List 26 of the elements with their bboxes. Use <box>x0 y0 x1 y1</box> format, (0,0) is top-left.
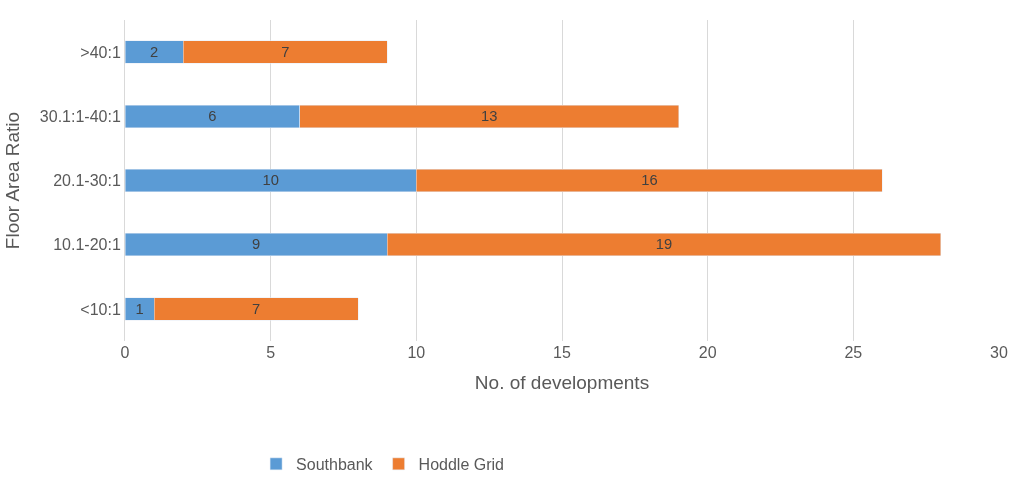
x-tick-label: 5 <box>266 344 276 361</box>
y-tick-label: 30.1:1-40:1 <box>39 107 121 125</box>
legend-label: Southbank <box>296 456 374 474</box>
data-label: 2 <box>150 43 159 60</box>
x-tick-label: 15 <box>553 344 571 361</box>
data-label: 1 <box>135 300 144 317</box>
x-tick-label: 20 <box>698 344 717 361</box>
x-tick-label: 0 <box>120 344 130 361</box>
y-tick-label: <10:1 <box>80 300 121 318</box>
data-label: 7 <box>281 43 290 60</box>
data-label: 16 <box>641 172 658 189</box>
data-label: 19 <box>655 236 673 253</box>
x-tick-label: 30 <box>990 344 1008 361</box>
data-label: 9 <box>252 236 261 253</box>
data-label: 7 <box>252 300 261 317</box>
x-axis-title: No. of developments <box>474 371 650 393</box>
y-tick-label: 20.1-30:1 <box>53 172 121 190</box>
y-axis-title: Floor Area Ratio <box>1 111 23 250</box>
x-tick-label: 10 <box>407 344 426 361</box>
data-label: 10 <box>262 172 279 189</box>
y-tick-label: 10.1-20:1 <box>53 236 121 254</box>
data-label: 13 <box>480 108 498 125</box>
legend-label: Hoddle Grid <box>418 456 504 474</box>
x-tick-label: 25 <box>844 344 863 361</box>
y-tick-label: >40:1 <box>80 43 121 61</box>
data-label: 6 <box>208 108 217 125</box>
